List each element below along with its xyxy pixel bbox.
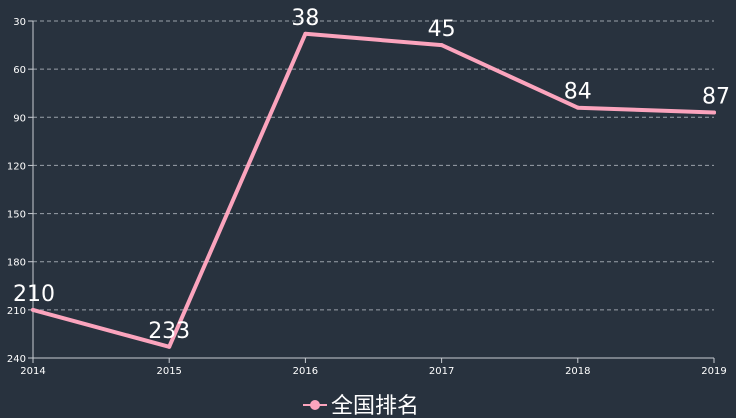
data-label: 38 <box>291 6 319 31</box>
x-tick-label: 2018 <box>565 366 590 377</box>
data-point <box>31 307 35 312</box>
y-tick-label: 60 <box>13 65 26 76</box>
y-tick-label: 210 <box>7 306 26 317</box>
y-tick-label: 30 <box>13 17 26 28</box>
y-tick-label: 240 <box>7 354 26 365</box>
data-point <box>712 110 716 115</box>
x-tick-label: 2019 <box>701 366 726 377</box>
data-label: 84 <box>564 80 592 105</box>
data-label: 87 <box>702 84 730 109</box>
x-tick-label: 2014 <box>20 366 45 377</box>
legend-label: 全国排名 <box>331 394 419 418</box>
x-tick-label: 2015 <box>156 366 181 377</box>
y-tick-label: 90 <box>13 113 26 124</box>
y-tick-label: 150 <box>7 210 26 221</box>
data-point <box>303 31 308 36</box>
x-tick-label: 2017 <box>429 366 454 377</box>
series-line <box>31 31 716 349</box>
data-point <box>575 105 580 110</box>
data-label: 45 <box>428 17 456 42</box>
x-tick-label: 2016 <box>293 366 318 377</box>
legend-marker-icon <box>310 400 320 410</box>
data-point <box>167 344 172 349</box>
y-tick-label: 120 <box>7 161 26 172</box>
data-label: 210 <box>13 282 55 307</box>
y-tick-label: 180 <box>7 258 26 269</box>
data-point <box>439 43 444 48</box>
data-label: 233 <box>148 319 190 344</box>
